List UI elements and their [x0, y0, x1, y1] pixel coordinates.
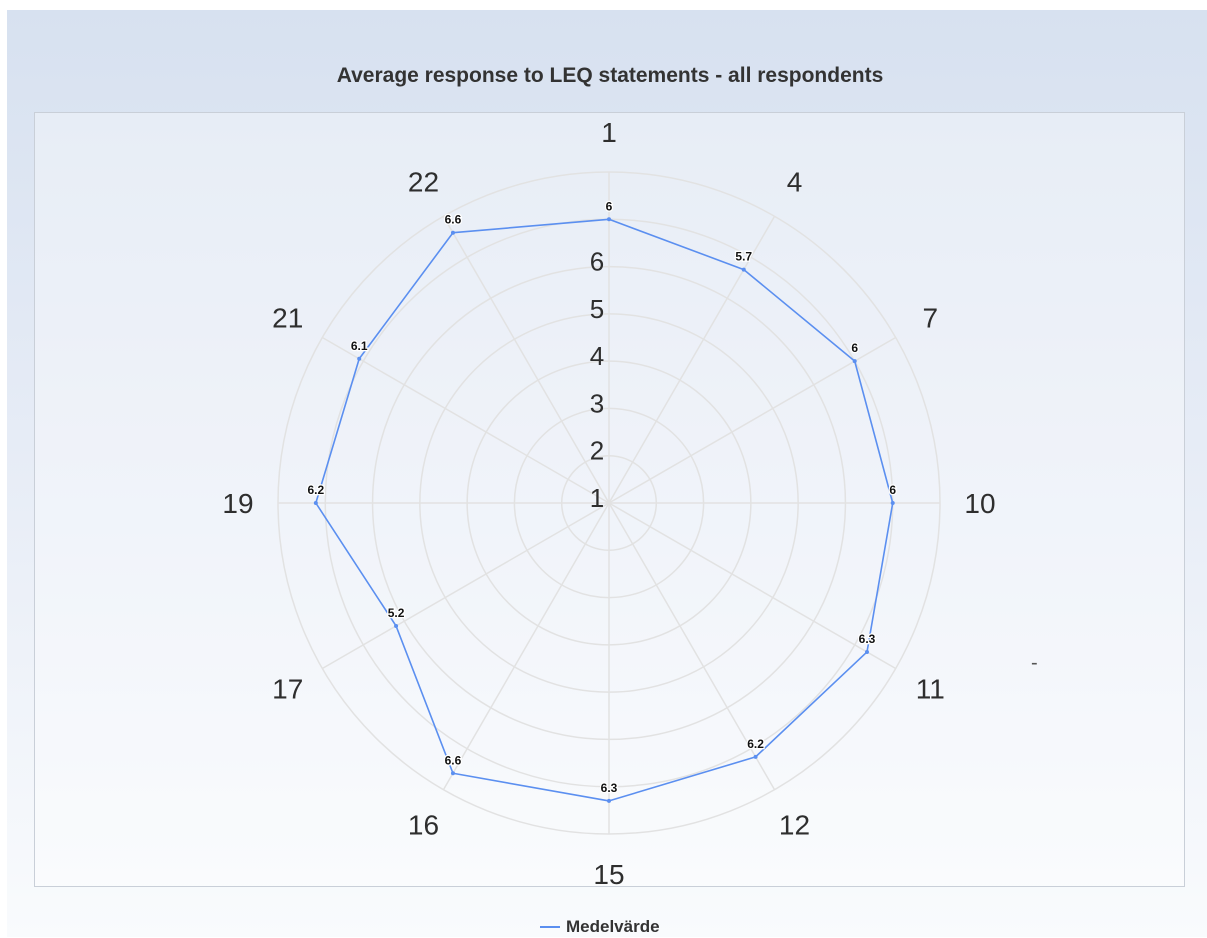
grid-spoke — [608, 215, 776, 504]
data-label: 5.2 — [388, 606, 405, 620]
data-label: 6.6 — [445, 213, 462, 227]
data-point — [607, 217, 611, 222]
radial-tick-label: 2 — [590, 436, 604, 466]
grid-spoke — [442, 502, 610, 791]
data-label: 6.3 — [859, 632, 876, 646]
axis-label: 4 — [787, 167, 803, 198]
chart-background — [7, 10, 1207, 937]
legend-swatch — [540, 926, 560, 928]
data-label: 6 — [851, 341, 858, 355]
data-label: 5.7 — [735, 250, 752, 264]
data-point — [450, 771, 455, 776]
axis-label: 11 — [916, 674, 945, 705]
axis-label: 21 — [272, 303, 303, 334]
data-point — [753, 754, 758, 759]
data-label: 6.2 — [747, 737, 764, 751]
data-point — [394, 623, 399, 628]
axis-label: 19 — [222, 488, 253, 519]
data-point — [741, 267, 746, 272]
data-point — [450, 230, 455, 235]
axis-label: 7 — [923, 303, 939, 334]
radar-grid — [277, 171, 941, 835]
data-point — [357, 356, 362, 361]
axis-label: 15 — [593, 859, 624, 890]
grid-spoke — [608, 502, 776, 791]
radial-tick-label: 1 — [590, 483, 604, 513]
legend-label: Medelvärde — [566, 917, 660, 936]
grid-spoke — [608, 336, 897, 504]
data-label: 6.1 — [351, 339, 368, 353]
grid-spoke — [321, 502, 610, 670]
data-label: 6 — [606, 199, 613, 213]
radial-tick-label: 3 — [590, 388, 604, 418]
data-label: 6.3 — [601, 781, 618, 795]
series-layer — [313, 217, 895, 803]
data-labels: 6 5.7 6 6 6.3 6.2 6.3 6.6 5.2 6.2 6.1 6.6 — [306, 198, 897, 796]
grid-spoke — [608, 502, 897, 670]
radial-tick-label: 6 — [590, 247, 604, 277]
axis-label: 1 — [601, 117, 617, 148]
axis-label: 10 — [964, 488, 995, 519]
axis-label: 22 — [408, 167, 439, 198]
data-label: 6.2 — [307, 483, 324, 497]
axis-label: 12 — [779, 809, 810, 840]
radial-tick-label: 5 — [590, 294, 604, 324]
radial-tick-labels: 1 2 3 4 5 6 — [590, 247, 604, 513]
data-point — [852, 359, 857, 364]
data-label: 6 — [889, 483, 896, 497]
chart-title: Average response to LEQ statements - all… — [336, 64, 884, 87]
data-point — [890, 501, 895, 505]
grid-spoke — [321, 336, 610, 504]
dash-mark: - — [1031, 652, 1038, 674]
data-point — [864, 649, 869, 654]
radial-tick-label: 4 — [590, 341, 604, 371]
data-point — [313, 501, 318, 505]
data-label: 6.6 — [445, 753, 462, 767]
axis-label: 17 — [272, 674, 303, 705]
grid-spoke — [442, 215, 610, 504]
axis-label: 16 — [408, 809, 439, 840]
legend[interactable]: Medelvärde — [540, 916, 660, 938]
data-point — [607, 798, 611, 803]
